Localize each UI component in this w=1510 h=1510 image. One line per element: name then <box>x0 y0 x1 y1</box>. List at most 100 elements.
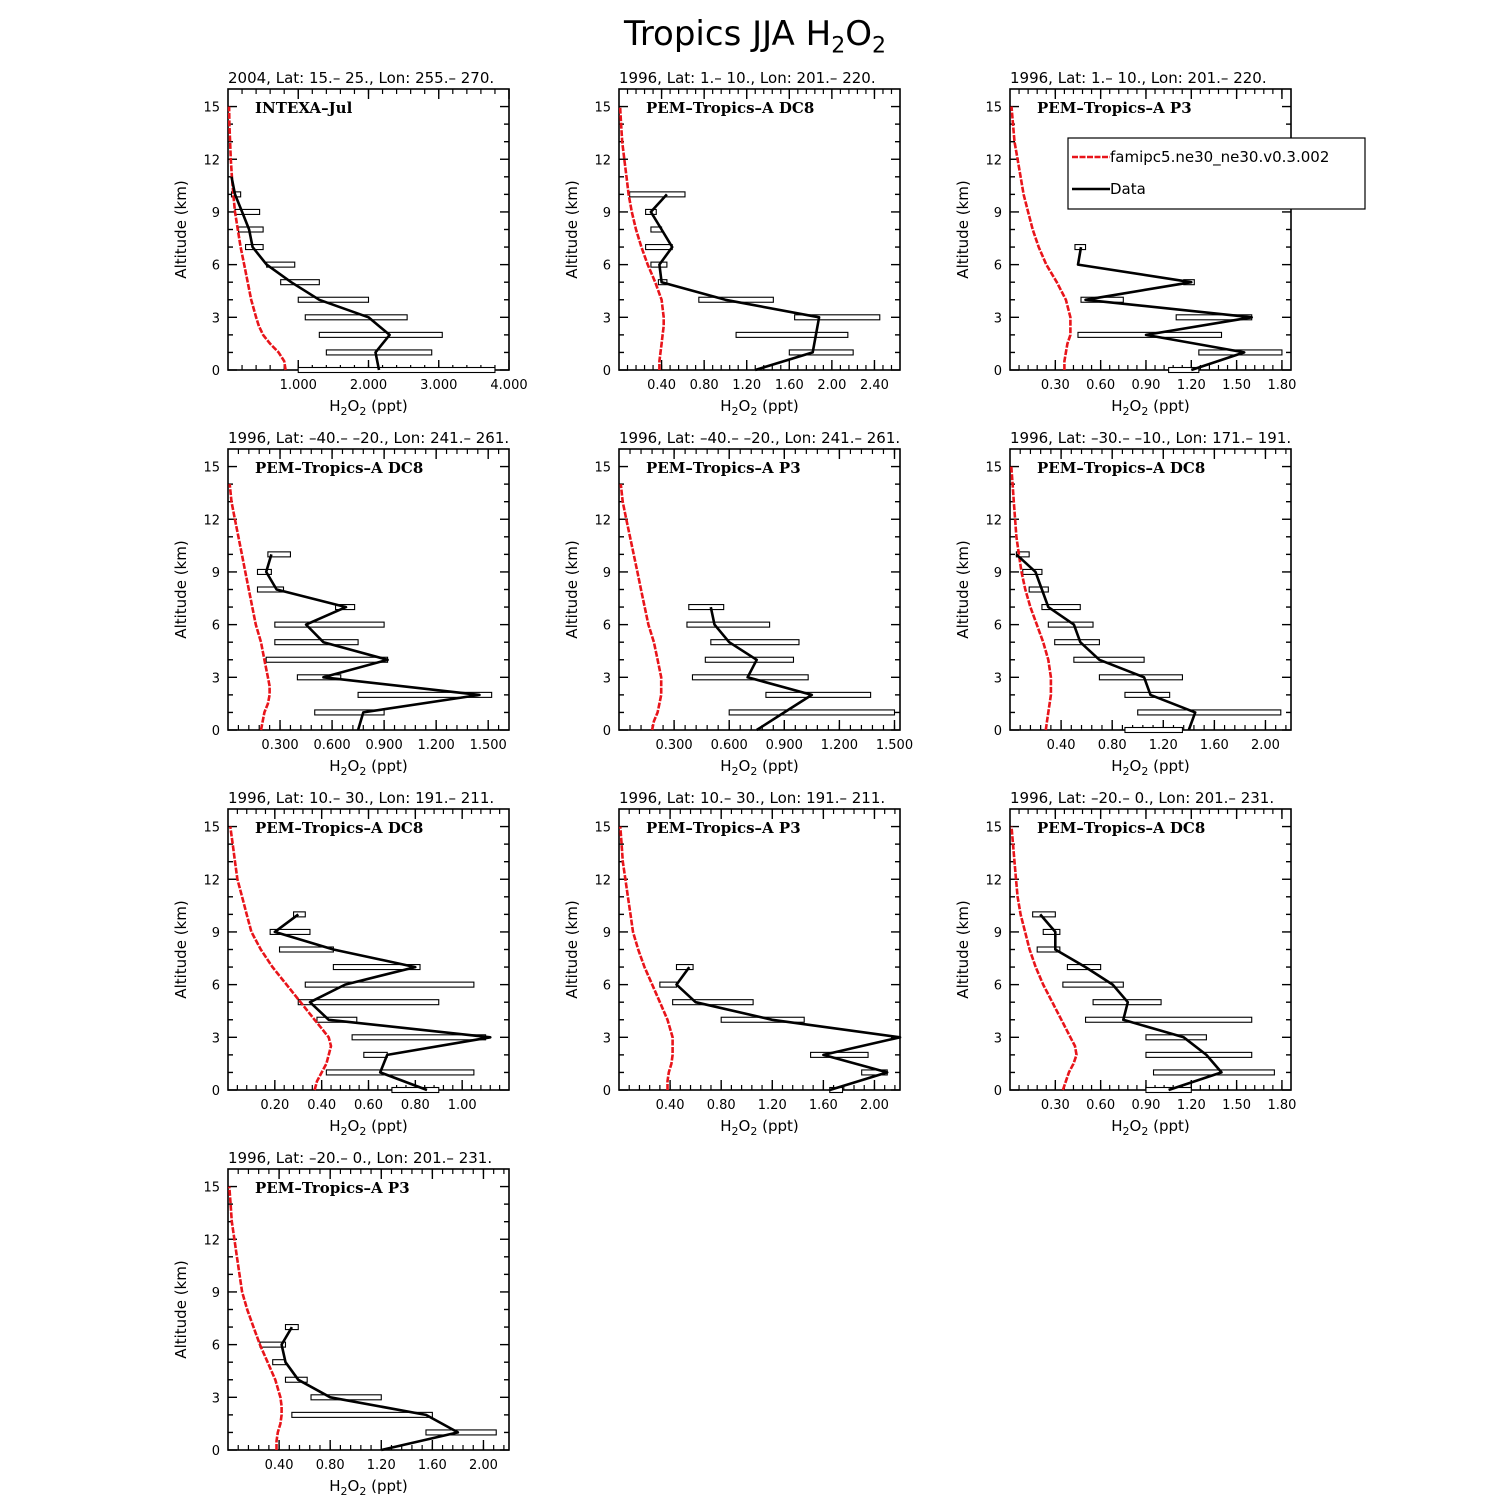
x-tick-label: 2.00 <box>860 1098 889 1113</box>
x-tick-label: 0.300 <box>655 738 692 753</box>
y-tick-label: 6 <box>212 259 220 274</box>
x-tick-label: 0.600 <box>711 738 748 753</box>
y-tick-label: 0 <box>994 724 1002 739</box>
y-tick-label: 0 <box>212 1084 220 1099</box>
x-tick-label: 1.200 <box>418 738 455 753</box>
xlabel-o: O <box>1130 397 1142 415</box>
model-profile-line <box>619 826 674 1090</box>
x-tick-label: 1.000 <box>280 378 317 393</box>
legend-model-label: famipc5.ne30_ne30.v0.3.002 <box>1110 148 1329 167</box>
x-tick-label: 2.00 <box>469 1458 498 1473</box>
error-bar <box>1015 551 1030 558</box>
x-tick-label: 1.20 <box>1149 738 1178 753</box>
xlabel-sub-1: 2 <box>1123 765 1130 778</box>
x-tick-label: 0.80 <box>690 378 719 393</box>
y-tick-label: 6 <box>994 259 1002 274</box>
data-profile-line <box>1076 246 1253 372</box>
y-tick-label: 6 <box>603 979 611 994</box>
y-tick-label: 3 <box>603 311 611 326</box>
data-profile-line <box>273 913 492 1092</box>
x-tick-label: 2.00 <box>1251 738 1280 753</box>
y-tick-label: 0 <box>212 724 220 739</box>
data-profile-line <box>264 554 481 731</box>
error-bar <box>332 964 421 971</box>
error-bar <box>728 709 896 716</box>
y-tick-label: 12 <box>985 873 1002 888</box>
xlabel-h: H <box>329 1117 340 1135</box>
x-tick-label: 1.20 <box>1177 1098 1206 1113</box>
error-bar <box>1084 1016 1253 1023</box>
error-bar <box>304 981 475 988</box>
error-bar <box>659 981 678 988</box>
panel-7: 0 3 6 9 12 15 0.20 0.40 0.60 0.80 1.00 1996, Lat: 1… <box>172 789 510 1138</box>
error-bar <box>318 331 443 338</box>
error-bar <box>274 639 359 646</box>
y-tick-label: 9 <box>603 206 611 221</box>
x-tick-label: 0.80 <box>401 1098 430 1113</box>
xlabel-sub-1: 2 <box>732 405 739 418</box>
error-bar <box>325 1069 475 1076</box>
xlabel-sub-1: 2 <box>341 1125 348 1138</box>
x-tick-label: 1.00 <box>448 1098 477 1113</box>
x-tick-label: 0.30 <box>1041 378 1070 393</box>
y-tick-label: 15 <box>594 821 611 836</box>
error-bar <box>296 674 342 681</box>
panel-header: 1996, Lat: 10.– 30., Lon: 191.– 211. <box>619 789 885 807</box>
error-bar <box>357 691 493 698</box>
data-profile-line <box>280 1326 460 1452</box>
x-tick-label: 2.000 <box>350 378 387 393</box>
y-tick-label: 12 <box>985 153 1002 168</box>
xlabel-sub-2: 2 <box>1141 765 1148 778</box>
x-axis-label: H2O2 (ppt) <box>329 397 408 418</box>
xlabel-h: H <box>1111 1117 1122 1135</box>
error-bar <box>735 331 849 338</box>
y-tick-label: 0 <box>603 1084 611 1099</box>
x-tick-label: 1.60 <box>809 1098 838 1113</box>
y-tick-label: 12 <box>594 513 611 528</box>
y-tick-label: 3 <box>212 671 220 686</box>
x-tick-label: 0.600 <box>313 738 350 753</box>
campaign-label: INTEXA–Jul <box>255 99 353 117</box>
y-tick-label: 3 <box>603 671 611 686</box>
xlabel-o: O <box>1130 757 1142 775</box>
xlabel-unit: (ppt) <box>1148 1117 1189 1135</box>
x-tick-label: 1.20 <box>367 1458 396 1473</box>
x-axis-label: H2O2 (ppt) <box>1111 757 1190 778</box>
error-bar <box>274 621 385 628</box>
xlabel-unit: (ppt) <box>1148 397 1189 415</box>
x-tick-label: 2.40 <box>860 378 889 393</box>
x-tick-label: 0.90 <box>1131 1098 1160 1113</box>
panel-4: 0 3 6 9 12 15 0.300 0.600 0.900 1.200 1.500 1996, L… <box>172 429 510 778</box>
x-tick-label: 1.20 <box>1177 378 1206 393</box>
x-tick-label: 0.300 <box>261 738 298 753</box>
panel-header: 1996, Lat: –40.– –20., Lon: 241.– 261. <box>619 429 900 447</box>
title-h: Tropics JJA H <box>623 14 831 54</box>
x-tick-label: 0.80 <box>316 1458 345 1473</box>
x-tick-label: 0.20 <box>260 1098 289 1113</box>
y-tick-label: 12 <box>203 513 220 528</box>
data-profile-line <box>230 176 391 371</box>
y-tick-label: 3 <box>603 1031 611 1046</box>
data-profile-line <box>675 966 902 1092</box>
error-bar <box>391 1086 440 1094</box>
y-tick-label: 6 <box>603 259 611 274</box>
model-profile-line <box>229 826 333 1091</box>
error-bar <box>1073 656 1145 663</box>
error-bar <box>765 691 872 698</box>
campaign-label: PEM–Tropics–A DC8 <box>255 459 423 477</box>
plot-frame <box>227 808 510 1091</box>
y-tick-label: 15 <box>203 1181 220 1196</box>
y-tick-label: 12 <box>594 153 611 168</box>
y-tick-label: 9 <box>212 566 220 581</box>
y-tick-label: 9 <box>212 1286 220 1301</box>
campaign-label: PEM–Tropics–A DC8 <box>255 819 423 837</box>
error-bar <box>1168 366 1200 374</box>
x-tick-label: 0.80 <box>1098 738 1127 753</box>
xlabel-sub-2: 2 <box>1141 405 1148 418</box>
x-tick-label: 1.80 <box>1267 1098 1296 1113</box>
y-axis-label: Altitude (km) <box>563 900 581 998</box>
x-tick-label: 3.000 <box>420 378 457 393</box>
panel-header: 2004, Lat: 15.– 25., Lon: 255.– 270. <box>228 69 494 87</box>
panel-8: 0 3 6 9 12 15 0.40 0.80 1.20 1.60 2.00 1996, Lat: 1… <box>563 789 902 1138</box>
